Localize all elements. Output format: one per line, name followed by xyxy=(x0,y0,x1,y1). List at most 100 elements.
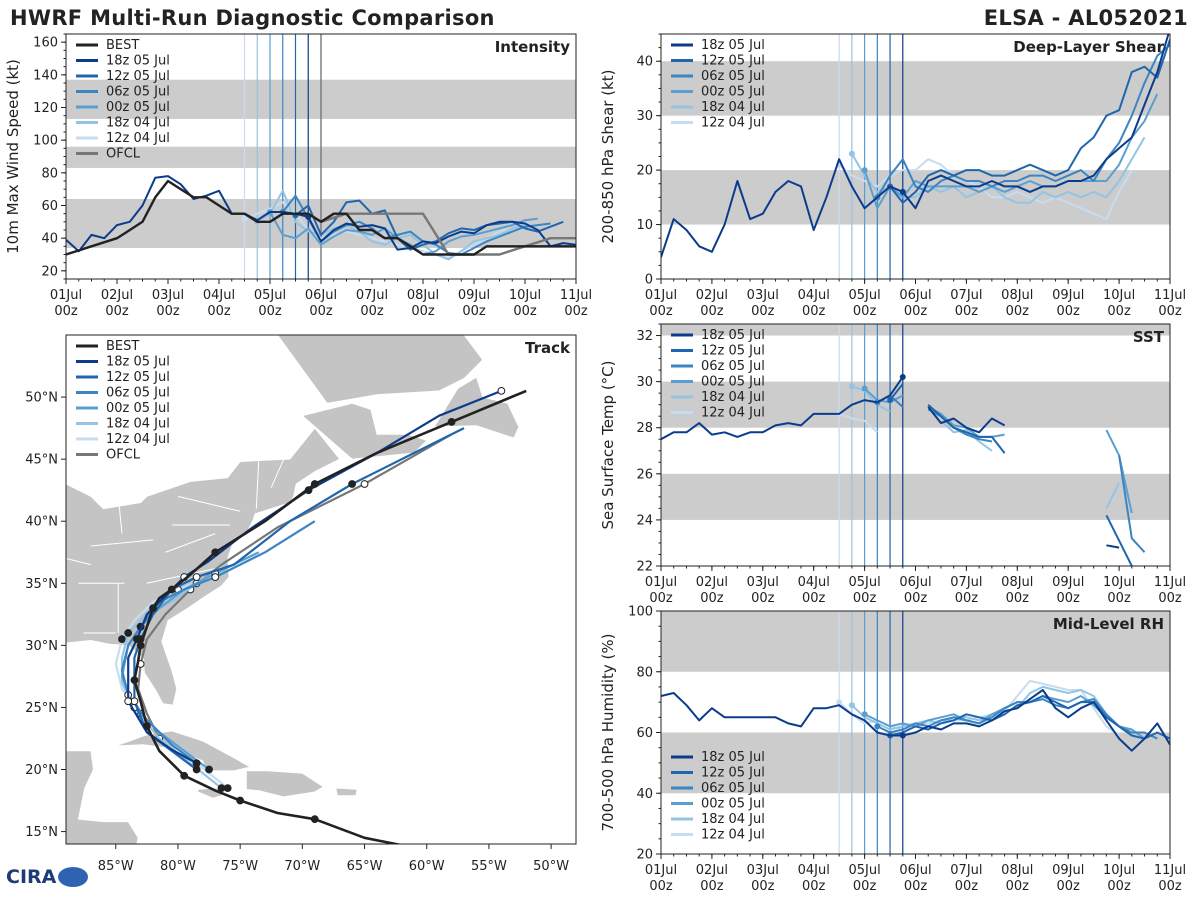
track-ytick-label: 35°N xyxy=(25,577,58,592)
land-mass xyxy=(246,770,325,798)
track-legend-label: OFCL xyxy=(106,448,141,463)
rh-init-point xyxy=(848,702,855,709)
rh-legend-label: 12z 05 Jul xyxy=(701,766,765,781)
intensity-xtick-label: 00z xyxy=(360,304,384,319)
track-position-marker xyxy=(310,480,319,488)
track-position-marker xyxy=(205,765,213,774)
rh-xtick-label: 00z xyxy=(802,879,826,894)
rh-ylabel: 700-500 hPa Humidity (%) xyxy=(599,633,617,831)
rh-xtick-label: 10Jul xyxy=(1103,863,1135,878)
rh-xtick-label: 00z xyxy=(1057,879,1081,894)
sst-plot-area xyxy=(661,324,1170,566)
rh-xtick-label: 00z xyxy=(1158,879,1182,894)
rh-ytick-label: 60 xyxy=(636,726,653,741)
cira-globe-icon xyxy=(58,867,89,887)
rh-init-point xyxy=(861,711,868,718)
rh-xtick-label: 00z xyxy=(700,879,724,894)
sst-xtick-label: 00z xyxy=(1006,591,1030,606)
sst-init-point xyxy=(899,374,906,381)
rh-xtick-label: 08Jul xyxy=(1001,863,1033,878)
sst-threshold-band xyxy=(661,473,1170,520)
rh-series-line xyxy=(876,698,1158,740)
sst-panel: 22242628303201Jul00z02Jul00z03Jul00z04Ju… xyxy=(599,323,1186,606)
sst-legend-label: 00z 05 Jul xyxy=(701,375,765,390)
track-position-marker xyxy=(118,635,126,644)
track-ytick-label: 50°N xyxy=(25,391,58,406)
sst-legend-label: 12z 04 Jul xyxy=(701,406,765,421)
shear-xtick-label: 09Jul xyxy=(1052,288,1084,303)
shear-ytick-label: 20 xyxy=(636,164,653,179)
shear-ytick-label: 0 xyxy=(645,273,653,288)
track-xtick-label: 55°W xyxy=(471,859,507,874)
shear-init-point xyxy=(861,167,868,174)
track-position-marker xyxy=(180,771,189,780)
sst-xtick-label: 08Jul xyxy=(1001,575,1033,590)
sst-threshold-band xyxy=(661,381,1170,428)
state-border xyxy=(165,533,216,553)
rh-xtick-label: 05Jul xyxy=(848,863,880,878)
sst-xtick-label: 00z xyxy=(1158,591,1182,606)
track-frame xyxy=(65,334,577,845)
track-line xyxy=(120,520,316,765)
track-position-marker xyxy=(217,784,226,793)
shear-xtick-label: 00z xyxy=(1006,304,1030,319)
track-xtick-label: 70°W xyxy=(284,859,320,874)
chart-title: HWRF Multi-Run Diagnostic Comparison xyxy=(10,6,495,30)
sst-xtick-label: 10Jul xyxy=(1103,575,1135,590)
sst-legend-label: 18z 04 Jul xyxy=(701,390,765,405)
shear-ytick-label: 10 xyxy=(636,218,653,233)
track-legend-label: 00z 05 Jul xyxy=(106,401,170,416)
land-mass xyxy=(66,750,139,844)
sst-ytick-label: 24 xyxy=(636,513,653,528)
shear-xtick-label: 00z xyxy=(649,304,673,319)
intensity-legend-label: 18z 05 Jul xyxy=(106,54,170,69)
sst-init-point xyxy=(861,385,868,392)
track-ytick-label: 15°N xyxy=(25,825,58,840)
shear-init-point xyxy=(899,188,906,195)
rh-xtick-label: 02Jul xyxy=(696,863,728,878)
shear-xtick-label: 03Jul xyxy=(747,288,779,303)
track-position-marker xyxy=(236,796,245,805)
intensity-legend-label: BEST xyxy=(106,38,139,53)
sst-threshold-band xyxy=(661,324,1170,336)
track-position-marker xyxy=(192,573,201,581)
sst-series-line xyxy=(889,383,1133,566)
intensity-init-point xyxy=(241,215,248,222)
shear-xtick-label: 00z xyxy=(955,304,979,319)
sst-series-line xyxy=(838,412,878,434)
shear-xtick-label: 10Jul xyxy=(1103,288,1135,303)
track-line xyxy=(120,563,229,789)
shear-series-line xyxy=(876,44,1170,198)
track-legend-label: 12z 05 Jul xyxy=(106,370,170,385)
rh-legend-label: 18z 05 Jul xyxy=(701,750,765,765)
land-mass xyxy=(335,787,358,796)
shear-init-point xyxy=(848,150,855,157)
rh-xtick-label: 09Jul xyxy=(1052,863,1084,878)
rh-series-line xyxy=(851,685,1133,737)
intensity-series-line xyxy=(66,179,576,256)
shear-threshold-band xyxy=(661,61,1170,116)
intensity-xtick-label: 02Jul xyxy=(101,288,133,303)
track-xtick-label: 80°W xyxy=(160,859,196,874)
sst-init-point xyxy=(848,383,855,390)
sst-xtick-label: 00z xyxy=(904,591,928,606)
sst-xtick-label: 00z xyxy=(751,591,775,606)
shear-legend-label: 18z 04 Jul xyxy=(701,100,765,115)
intensity-ytick-label: 20 xyxy=(41,264,58,279)
rh-xtick-label: 00z xyxy=(649,879,673,894)
intensity-legend-label: 12z 05 Jul xyxy=(106,69,170,84)
shear-xtick-label: 07Jul xyxy=(950,288,982,303)
rh-series-line xyxy=(661,689,1170,752)
shear-legend-label: 12z 05 Jul xyxy=(701,54,765,69)
rh-init-point xyxy=(836,699,843,706)
sst-xtick-label: 09Jul xyxy=(1052,575,1084,590)
sst-xtick-label: 00z xyxy=(1057,591,1081,606)
shear-xtick-label: 01Jul xyxy=(645,288,677,303)
track-panel: 15°N 20°N 25°N 30°N 35°N 40°N 45°N 50°N 85°W 80°W… xyxy=(25,334,577,874)
sst-init-point xyxy=(887,397,894,404)
rh-series-line xyxy=(889,695,1170,740)
sst-xtick-label: 00z xyxy=(649,591,673,606)
shear-xtick-label: 00z xyxy=(700,304,724,319)
intensity-xtick-label: 11Jul xyxy=(560,288,592,303)
intensity-ytick-label: 160 xyxy=(33,36,58,51)
